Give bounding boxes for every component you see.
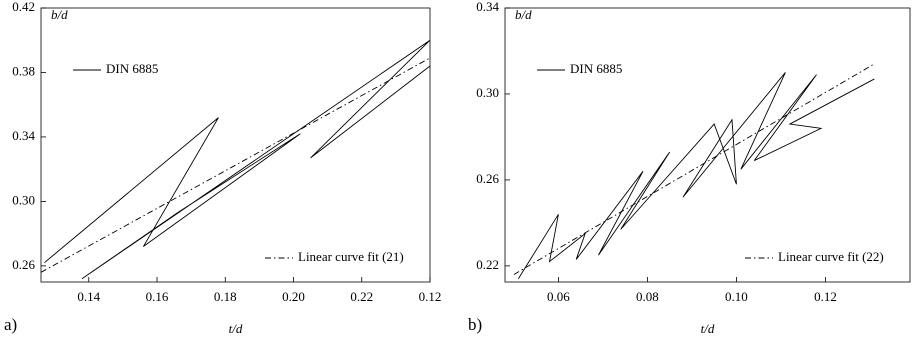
y-tick-label: 0.30 (12, 192, 35, 207)
x-tick-label: 0.20 (282, 289, 305, 304)
plot-frame (40, 7, 431, 283)
x-tick-label: 0.22 (350, 289, 373, 304)
y-axis-label: b/d (51, 7, 68, 22)
data-line (513, 63, 875, 275)
x-tick-label: 0.18 (214, 289, 237, 304)
y-tick-label: 0.22 (476, 257, 499, 272)
x-axis-label: t/d (701, 321, 715, 336)
y-axis-label: b/d (515, 7, 532, 22)
legend-label: Linear curve fit (22) (778, 249, 884, 264)
x-tick-label: 0.08 (636, 289, 659, 304)
legend-label: DIN 6885 (570, 61, 622, 76)
x-tick-label: 0.10 (725, 289, 748, 304)
x-axis-label: t/d (229, 321, 243, 336)
x-tick-label: 0.06 (547, 289, 570, 304)
panel-label: b) (468, 315, 482, 334)
data-line (40, 57, 431, 273)
x-tick-label: 0.12 (419, 289, 442, 304)
y-tick-label: 0.42 (12, 0, 35, 14)
data-line (517, 72, 875, 280)
panel-label: a) (4, 315, 17, 334)
y-tick-label: 0.26 (476, 171, 499, 186)
plot-frame (504, 7, 911, 283)
legend-label: DIN 6885 (106, 61, 158, 76)
data-line (44, 39, 431, 280)
y-tick-label: 0.26 (12, 257, 35, 272)
x-tick-label: 0.12 (814, 289, 837, 304)
x-tick-label: 0.16 (146, 289, 169, 304)
legend-label: Linear curve fit (21) (298, 249, 404, 264)
y-tick-label: 0.34 (476, 0, 499, 14)
y-tick-label: 0.30 (476, 85, 499, 100)
y-tick-label: 0.38 (12, 63, 35, 78)
y-tick-label: 0.34 (12, 128, 35, 143)
x-tick-label: 0.14 (77, 289, 100, 304)
